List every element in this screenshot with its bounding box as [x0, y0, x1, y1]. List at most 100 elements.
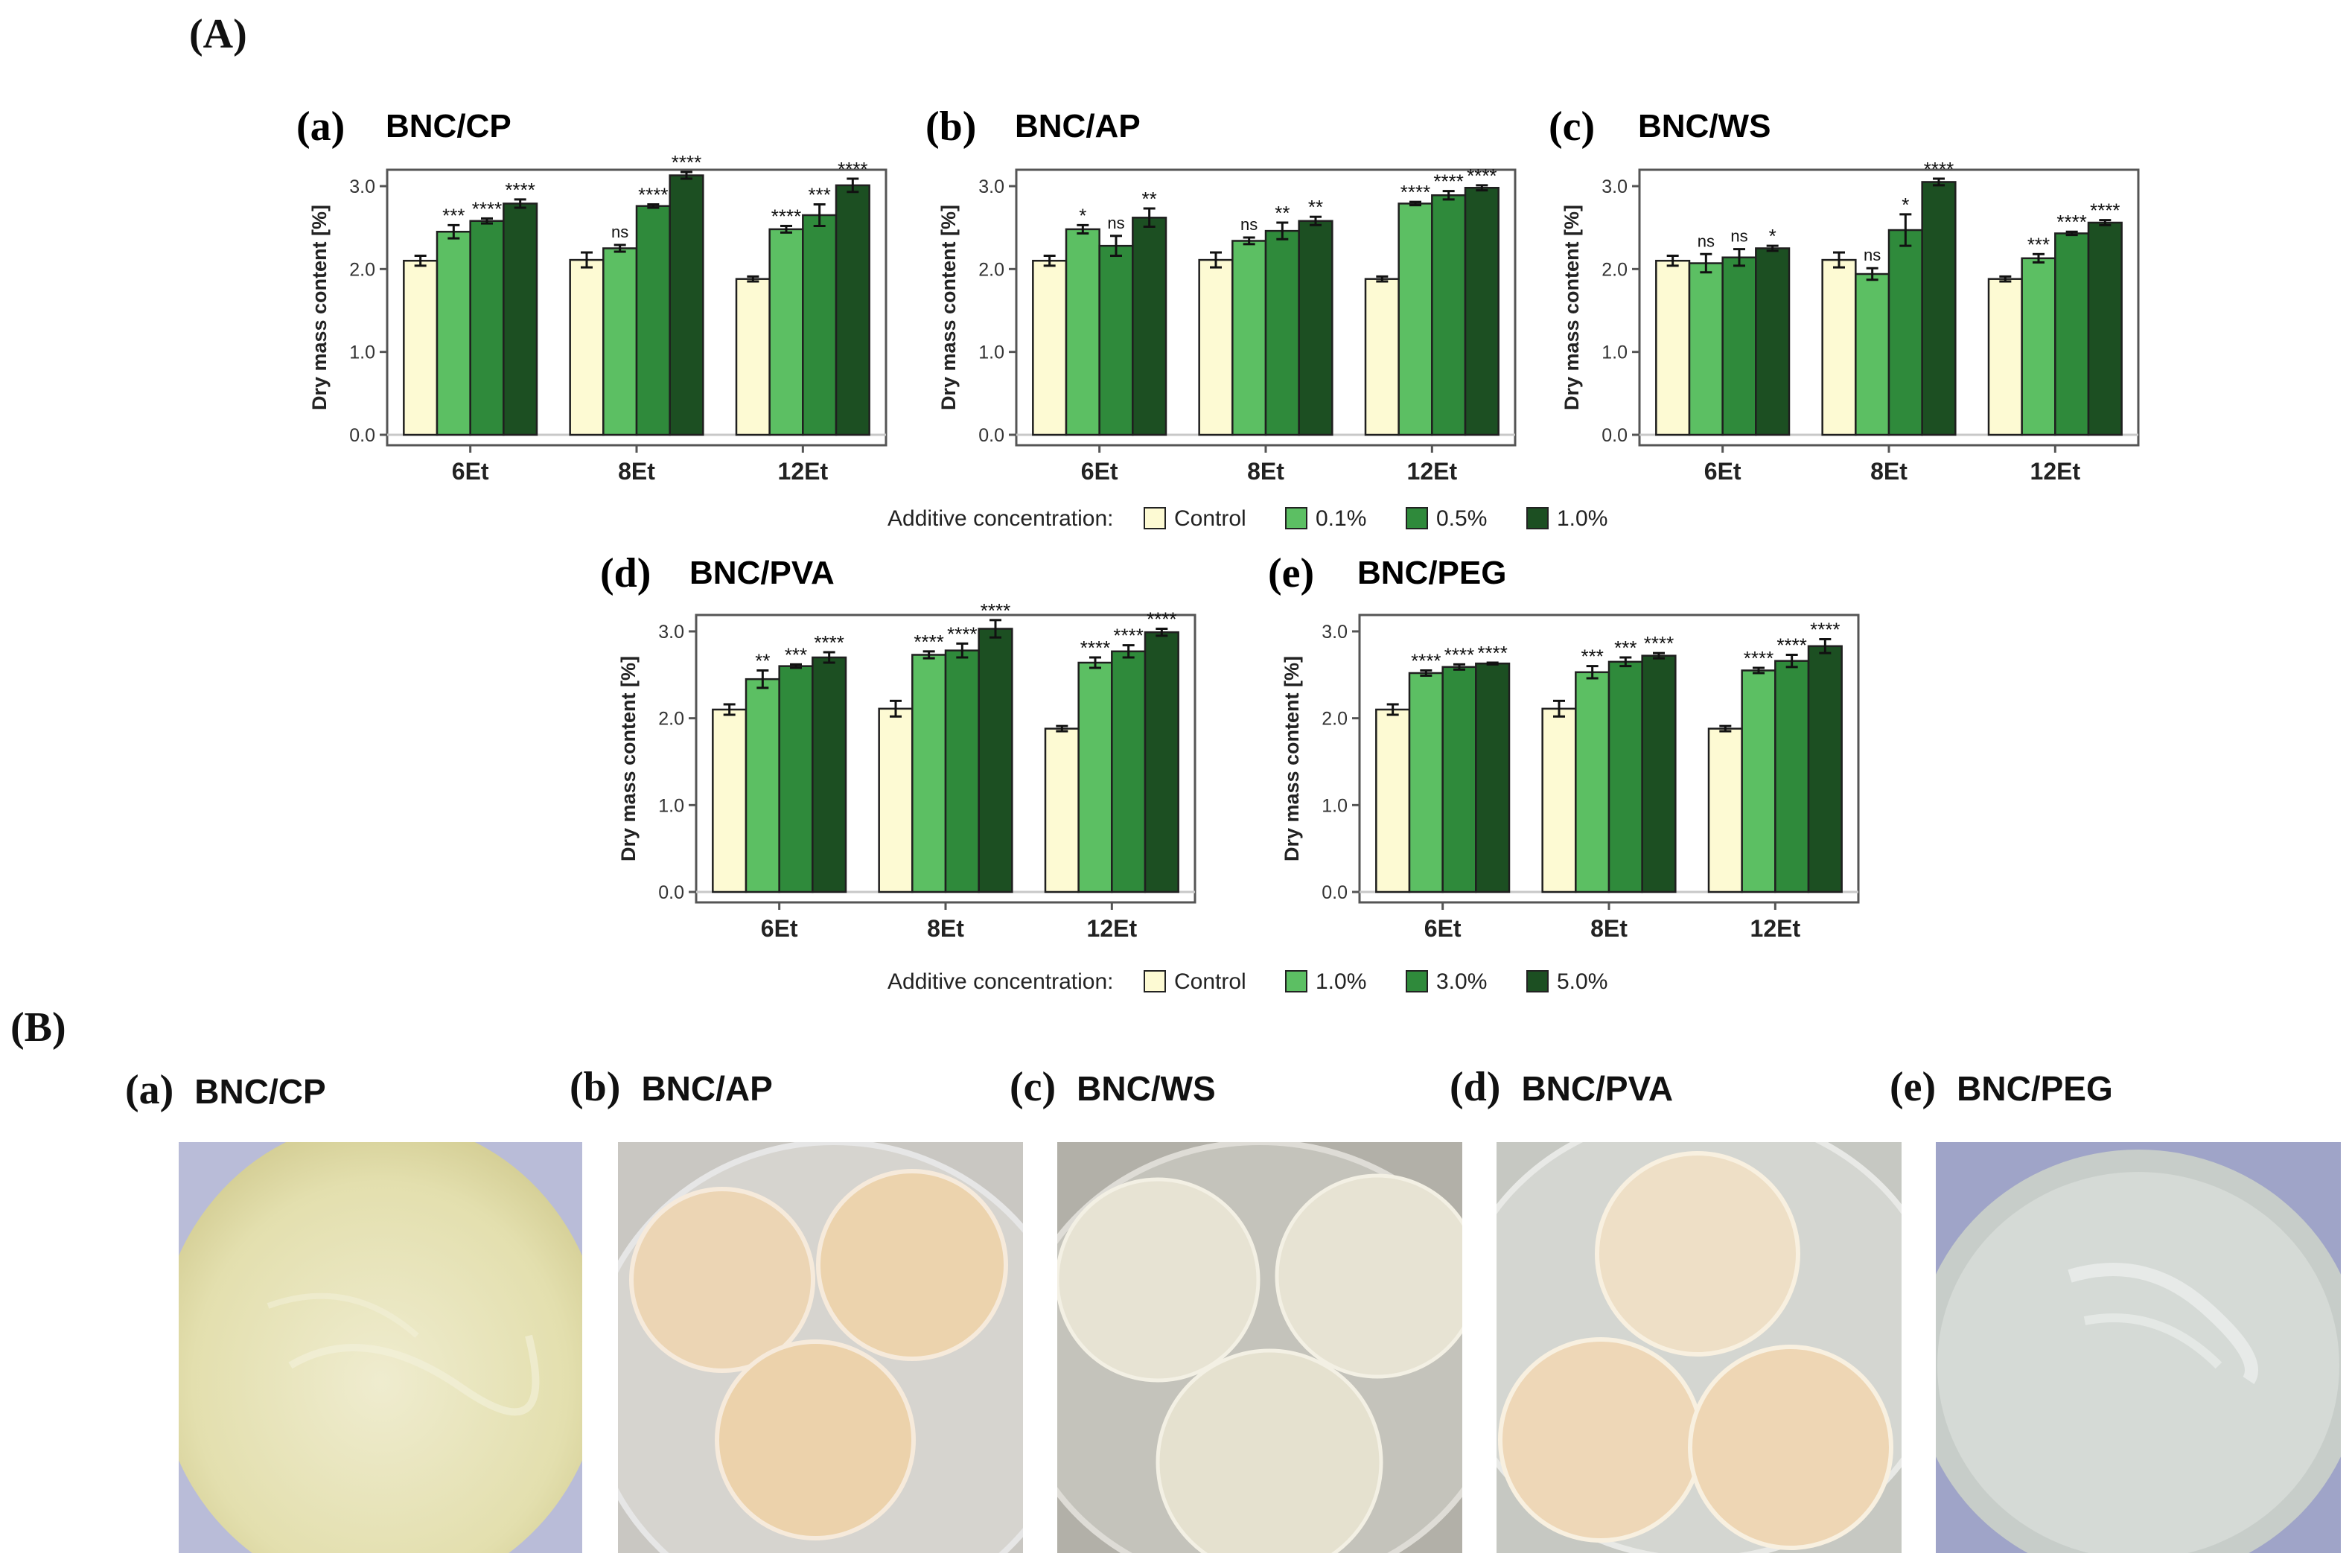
- bar: [1441, 666, 1477, 893]
- legend-item: Control: [1174, 506, 1246, 531]
- bar: [403, 259, 439, 436]
- bar: [944, 649, 980, 893]
- significance-label: ****: [1113, 625, 1143, 647]
- legend-title: Additive concentration:: [887, 506, 1114, 531]
- bar: [1688, 262, 1724, 436]
- photo-title: BNC/PEG: [1957, 1069, 2113, 1108]
- significance-label: ****: [1400, 181, 1430, 203]
- bar: [745, 678, 780, 893]
- bar: [1111, 650, 1147, 893]
- photo-label-d: (d) BNC/PVA: [1450, 1063, 1673, 1111]
- panel-title: BNC/PVA: [689, 555, 835, 591]
- significance-label: ns: [1864, 246, 1881, 264]
- bar: [1408, 672, 1444, 893]
- bar: [1144, 631, 1179, 893]
- bar: [1431, 194, 1467, 436]
- y-tick-label: 2.0: [349, 259, 375, 280]
- x-tick-label: 12Et: [1087, 915, 1138, 942]
- photo-bnc-cp: [179, 1142, 582, 1553]
- significance-label: *: [1902, 194, 1909, 216]
- panel-title: BNC/CP: [386, 108, 511, 144]
- x-tick-label: 12Et: [1407, 458, 1458, 485]
- x-tick-label: 6Et: [761, 915, 798, 942]
- significance-label: *: [1769, 225, 1776, 247]
- y-axis-label: Dry mass content [%]: [1561, 205, 1583, 410]
- significance-label: **: [755, 650, 770, 672]
- legend-item: 0.1%: [1316, 506, 1366, 531]
- significance-label: ns: [611, 223, 628, 241]
- y-tick-label: 1.0: [978, 342, 1004, 363]
- significance-label: ****: [638, 183, 668, 205]
- significance-label: ****: [771, 205, 801, 227]
- bar: [1475, 662, 1511, 893]
- legend-item: Control: [1174, 969, 1246, 994]
- photo-title: BNC/AP: [641, 1069, 773, 1108]
- y-axis-label: Dry mass content [%]: [308, 205, 331, 410]
- x-tick-label: 8Et: [1247, 458, 1284, 485]
- bar: [1855, 273, 1890, 436]
- bar: [669, 174, 704, 436]
- bar: [1541, 707, 1577, 893]
- bar: [1032, 259, 1068, 436]
- bar: [878, 707, 914, 893]
- photo-letter: (e): [1890, 1064, 1937, 1110]
- bar: [1707, 727, 1743, 893]
- bar: [2054, 232, 2090, 436]
- bar: [503, 203, 538, 436]
- significance-label: ****: [1444, 643, 1474, 666]
- y-tick-label: 3.0: [1602, 176, 1628, 197]
- legend-swatch: [1406, 970, 1428, 992]
- photo-letter: (b): [570, 1064, 621, 1110]
- section-label-a: (A): [189, 11, 247, 57]
- significance-label: ****: [1776, 634, 1806, 657]
- bar: [978, 628, 1013, 893]
- panel-letter: (c): [1549, 103, 1595, 150]
- significance-label: ***: [1581, 646, 1603, 668]
- bar: [1641, 654, 1677, 893]
- legend-title: Additive concentration:: [887, 969, 1114, 994]
- bar: [1264, 229, 1300, 436]
- significance-label: *: [1079, 204, 1086, 226]
- legend-item: 0.5%: [1436, 506, 1487, 531]
- y-tick-label: 2.0: [658, 709, 684, 730]
- legend-swatch: [1526, 970, 1549, 992]
- bar: [2087, 221, 2123, 436]
- y-axis-label: Dry mass content [%]: [937, 205, 960, 410]
- panel-title: BNC/PEG: [1357, 555, 1506, 591]
- bar: [835, 184, 870, 436]
- significance-label: **: [1308, 196, 1323, 218]
- bar: [1774, 660, 1810, 893]
- significance-label: ***: [808, 183, 830, 205]
- legend-swatch: [1406, 507, 1428, 529]
- bar: [1098, 244, 1134, 436]
- bar: [1398, 203, 1433, 436]
- significance-label: ****: [2090, 200, 2120, 222]
- panel-letter: (e): [1268, 550, 1314, 596]
- x-tick-label: 8Et: [927, 915, 964, 942]
- y-tick-label: 0.0: [1322, 882, 1348, 903]
- significance-label: ****: [947, 622, 977, 645]
- significance-label: ****: [1433, 170, 1463, 193]
- legend-swatch: [1526, 507, 1549, 529]
- bar: [802, 214, 838, 436]
- y-tick-label: 2.0: [978, 259, 1004, 280]
- bar: [1755, 247, 1791, 436]
- y-tick-label: 1.0: [1322, 795, 1348, 816]
- significance-label: **: [1142, 188, 1157, 210]
- bar: [1065, 228, 1100, 436]
- photo-title: BNC/WS: [1077, 1069, 1216, 1108]
- y-tick-label: 1.0: [658, 795, 684, 816]
- significance-label: ****: [1744, 647, 1773, 669]
- legend-swatch: [1285, 507, 1307, 529]
- photo-bnc-ws: [1057, 1142, 1462, 1553]
- photo-bnc-peg: [1936, 1142, 2341, 1553]
- y-tick-label: 0.0: [349, 425, 375, 446]
- bar: [1887, 229, 1923, 436]
- x-tick-label: 8Et: [1590, 915, 1628, 942]
- photo-label-b: (b) BNC/AP: [570, 1063, 773, 1111]
- x-tick-label: 12Et: [778, 458, 829, 485]
- y-axis-label: Dry mass content [%]: [617, 656, 640, 861]
- photo-label-c: (c) BNC/WS: [1010, 1063, 1216, 1111]
- significance-label: ****: [472, 197, 502, 220]
- significance-label: ****: [1810, 619, 1840, 641]
